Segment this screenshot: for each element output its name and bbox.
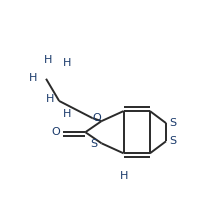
Text: H: H [28, 73, 37, 83]
Text: O: O [92, 113, 101, 123]
Text: H: H [44, 55, 52, 65]
Text: S: S [169, 136, 176, 146]
Text: S: S [90, 139, 97, 149]
Text: O: O [51, 127, 60, 137]
Text: H: H [45, 94, 54, 104]
Text: H: H [119, 171, 127, 180]
Text: H: H [63, 58, 71, 68]
Text: H: H [63, 109, 71, 119]
Text: S: S [169, 118, 176, 128]
